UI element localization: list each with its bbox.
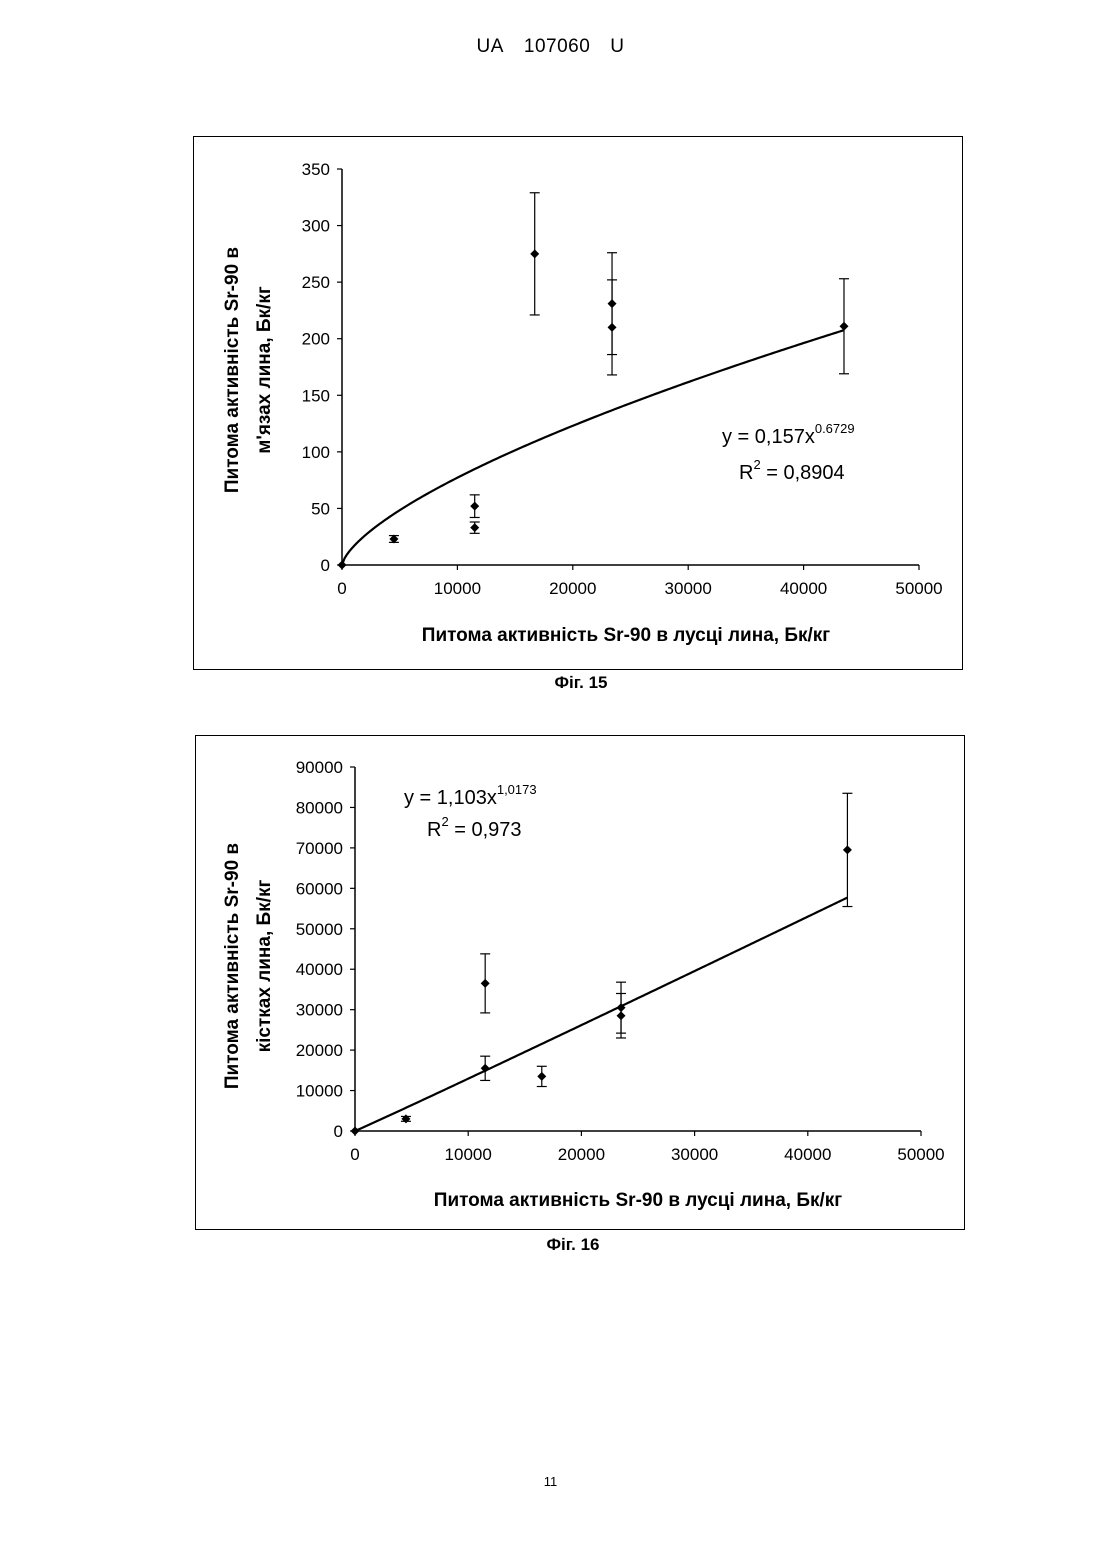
x-tick-label: 20000 <box>558 1145 605 1164</box>
y-tick-label: 80000 <box>296 798 343 817</box>
y-tick-label: 0 <box>321 556 330 575</box>
page-number: 11 <box>0 1474 1101 1489</box>
chart-fig16: Питома активність Sr-90 в кістках лина, … <box>196 736 964 1229</box>
y-tick-label: 150 <box>302 386 330 405</box>
r2-exponent: 2 <box>753 457 760 472</box>
r2-text: R2 = 0,8904 <box>739 457 845 484</box>
r2-value: = 0,8904 <box>761 462 845 484</box>
equation-exponent: 1,0173 <box>497 782 537 797</box>
chart-frame-fig15: Питома активність Sr-90 в м'язах лина, Б… <box>193 136 963 670</box>
chart-frame-fig16: Питома активність Sr-90 в кістках лина, … <box>195 735 965 1230</box>
x-tick-label: 50000 <box>897 1145 944 1164</box>
y-axis-title-line1: Питома активність Sr-90 в <box>222 843 243 1089</box>
data-point <box>530 249 539 258</box>
y-tick-label: 90000 <box>296 758 343 777</box>
data-point <box>843 845 852 854</box>
r2-label: R <box>427 819 441 841</box>
x-tick-label: 50000 <box>895 579 942 598</box>
equation-main: y = 0,157x <box>722 426 815 448</box>
y-tick-label: 100 <box>302 443 330 462</box>
equation-text: y = 0,157x0.6729 <box>722 421 855 448</box>
x-tick-label: 40000 <box>784 1145 831 1164</box>
y-tick-label: 70000 <box>296 839 343 858</box>
y-tick-label: 60000 <box>296 879 343 898</box>
data-point <box>617 1011 626 1020</box>
data-point <box>481 979 490 988</box>
y-tick-label: 40000 <box>296 960 343 979</box>
y-tick-label: 30000 <box>296 1001 343 1020</box>
y-tick-label: 10000 <box>296 1082 343 1101</box>
r2-text: R2 = 0,973 <box>427 814 522 841</box>
equation-main: y = 1,103x <box>404 787 497 809</box>
x-tick-label: 30000 <box>671 1145 718 1164</box>
x-tick-label: 10000 <box>434 579 481 598</box>
y-tick-label: 300 <box>302 217 330 236</box>
data-point <box>470 523 479 532</box>
data-point <box>401 1114 410 1123</box>
figure-caption-16: Фіг. 16 <box>473 1235 673 1255</box>
page-header: UA 107060 U <box>0 36 1101 58</box>
header-number: 107060 <box>524 36 590 57</box>
data-point <box>470 502 479 511</box>
y-axis-title-line2: м'язах лина, Бк/кг <box>254 286 275 454</box>
figure-caption-15: Фіг. 15 <box>481 673 681 693</box>
x-tick-label: 20000 <box>549 579 596 598</box>
y-tick-label: 50000 <box>296 920 343 939</box>
data-point <box>351 1127 360 1136</box>
x-tick-label: 30000 <box>665 579 712 598</box>
trendline <box>355 898 847 1131</box>
x-tick-label: 0 <box>350 1145 359 1164</box>
data-point <box>537 1072 546 1081</box>
y-tick-label: 350 <box>302 160 330 179</box>
x-tick-label: 0 <box>337 579 346 598</box>
r2-label: R <box>739 462 753 484</box>
y-tick-label: 250 <box>302 273 330 292</box>
r2-value: = 0,973 <box>449 819 522 841</box>
header-country: UA <box>476 36 503 57</box>
x-tick-label: 10000 <box>445 1145 492 1164</box>
r2-exponent: 2 <box>441 814 448 829</box>
chart-fig15: Питома активність Sr-90 в м'язах лина, Б… <box>194 137 962 669</box>
x-axis-title: Питома активність Sr-90 в лусці лина, Бк… <box>434 1190 843 1211</box>
data-point <box>338 561 347 570</box>
y-tick-label: 50 <box>311 499 330 518</box>
equation-exponent: 0.6729 <box>815 421 855 436</box>
y-tick-label: 0 <box>334 1122 343 1141</box>
header-kind: U <box>610 36 624 57</box>
x-axis-title: Питома активність Sr-90 в лусці лина, Бк… <box>422 625 831 646</box>
y-axis-title-line2: кістках лина, Бк/кг <box>254 880 275 1053</box>
y-tick-label: 20000 <box>296 1041 343 1060</box>
equation-text: y = 1,103x1,0173 <box>404 782 537 809</box>
y-axis-title-line1: Питома активність Sr-90 в <box>222 247 243 493</box>
data-point <box>608 323 617 332</box>
y-tick-label: 200 <box>302 330 330 349</box>
x-tick-label: 40000 <box>780 579 827 598</box>
data-point <box>839 322 848 331</box>
